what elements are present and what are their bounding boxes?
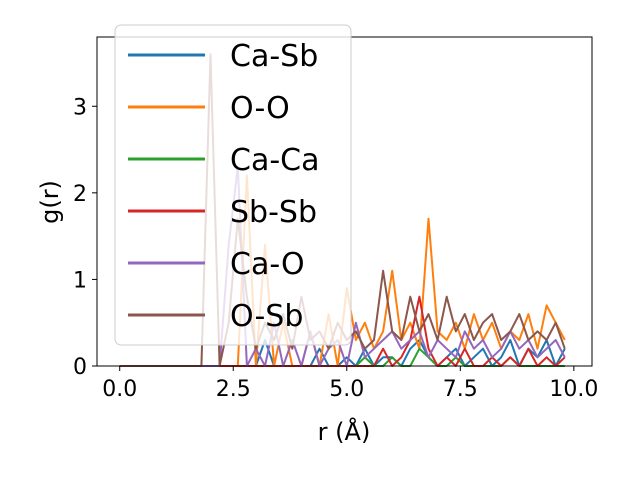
axes: 0.0 2.5 5.0 7.5 10.0 0 1 2 3 — [73, 36, 598, 402]
legend: Ca-Sb O-O Ca-Ca Sb-Sb Ca-O O-Sb — [114, 24, 352, 346]
legend-box — [114, 24, 352, 346]
legend-label-2: Ca-Ca — [230, 143, 320, 178]
x-axis-label: r (Å) — [318, 417, 371, 446]
x-tick-label: 5.0 — [329, 377, 364, 402]
legend-label-4: Ca-O — [230, 247, 305, 282]
legend-label-3: Sb-Sb — [230, 195, 317, 230]
x-tick-label: 10.0 — [549, 377, 598, 402]
y-tick-label: 3 — [73, 95, 87, 120]
y-axis-label: g(r) — [36, 180, 64, 224]
legend-label-5: O-Sb — [230, 299, 303, 334]
x-tick-label: 7.5 — [443, 377, 478, 402]
x-tick-label: 2.5 — [216, 377, 251, 402]
y-tick-label: 1 — [73, 268, 87, 293]
y-tick-label: 2 — [73, 182, 87, 207]
legend-label-1: O-O — [230, 91, 290, 126]
y-tick-label: 0 — [73, 355, 87, 380]
legend-label-0: Ca-Sb — [230, 39, 318, 74]
x-tick-label: 0.0 — [102, 377, 137, 402]
